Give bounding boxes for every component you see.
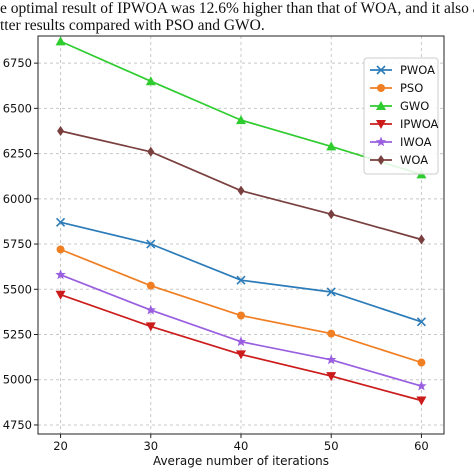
caption-line-1: e optimal result of IPWOA was 12.6% high… (0, 0, 474, 17)
legend-item-woa: WOA (370, 153, 428, 167)
data-point (55, 36, 66, 46)
data-point (377, 155, 385, 165)
data-point (375, 136, 387, 147)
x-tick-label: 20 (53, 439, 68, 453)
data-point (236, 350, 246, 360)
x-axis-label: Average number of iterations (153, 454, 329, 468)
legend-label: PWOA (400, 63, 435, 77)
data-point (326, 141, 337, 151)
legend-item-pwoa: PWOA (370, 63, 435, 77)
data-point (416, 317, 427, 327)
series-ipwoa (55, 290, 427, 406)
data-point (145, 304, 156, 315)
data-point (146, 281, 155, 290)
legend-label: GWO (400, 99, 429, 113)
data-point (236, 115, 246, 125)
series-layer (55, 36, 427, 406)
legend-label: IPWOA (400, 117, 439, 131)
data-point (56, 245, 65, 254)
data-point (326, 287, 336, 297)
y-tick-label: 5250 (3, 328, 32, 342)
data-point (326, 354, 337, 365)
data-point (327, 209, 335, 220)
data-point (235, 336, 247, 347)
data-point (237, 185, 245, 196)
series-woa (57, 125, 425, 245)
data-point (376, 101, 386, 110)
y-tick-label: 5750 (3, 237, 32, 251)
caption-line-2: tter results compared with PSO and GWO. (0, 17, 265, 34)
data-point (145, 322, 156, 332)
data-point (376, 65, 386, 75)
data-point (416, 380, 427, 391)
data-point (57, 125, 65, 136)
series-pso (56, 245, 426, 367)
y-tick-label: 5000 (3, 373, 32, 387)
series-pwoa (55, 217, 427, 327)
series-iwoa (55, 269, 427, 391)
data-point (376, 120, 386, 129)
x-tick-label: 50 (324, 439, 339, 453)
data-point (326, 372, 337, 382)
legend-label: IWOA (400, 135, 432, 149)
data-point (146, 239, 156, 249)
data-point (237, 311, 245, 320)
data-point (417, 234, 425, 245)
data-point (55, 269, 66, 280)
data-point (147, 146, 155, 157)
y-tick-label: 6250 (3, 147, 32, 161)
y-tick-label: 6000 (3, 192, 32, 206)
y-tick-label: 6500 (3, 101, 32, 115)
x-tick-label: 40 (234, 439, 249, 453)
y-tick-label: 5500 (3, 282, 32, 296)
data-point (55, 217, 66, 227)
y-tick-label: 4750 (3, 418, 32, 432)
legend-label: PSO (400, 81, 423, 95)
x-tick-label: 30 (143, 439, 158, 453)
legend-item-iwoa: IWOA (370, 135, 432, 149)
x-tick-label: 60 (414, 439, 429, 453)
data-point (416, 396, 427, 406)
data-point (377, 84, 385, 92)
legend-item-ipwoa: IPWOA (370, 117, 439, 131)
axes: 20 30 40 50 60 4750 5000 5250 5500 5750 6000 6250 65… (3, 56, 429, 453)
series-gwo (55, 36, 427, 179)
y-tick-label: 6750 (3, 56, 32, 70)
data-point (327, 329, 336, 338)
data-point (236, 275, 246, 285)
data-point (145, 76, 156, 86)
data-point (55, 290, 66, 300)
legend-item-gwo: GWO (370, 99, 429, 113)
legend: PWOA PSO GWO IPWOA IWOA WOA (363, 57, 439, 175)
data-point (417, 358, 426, 367)
legend-label: WOA (400, 153, 428, 167)
legend-item-pso: PSO (370, 81, 423, 95)
